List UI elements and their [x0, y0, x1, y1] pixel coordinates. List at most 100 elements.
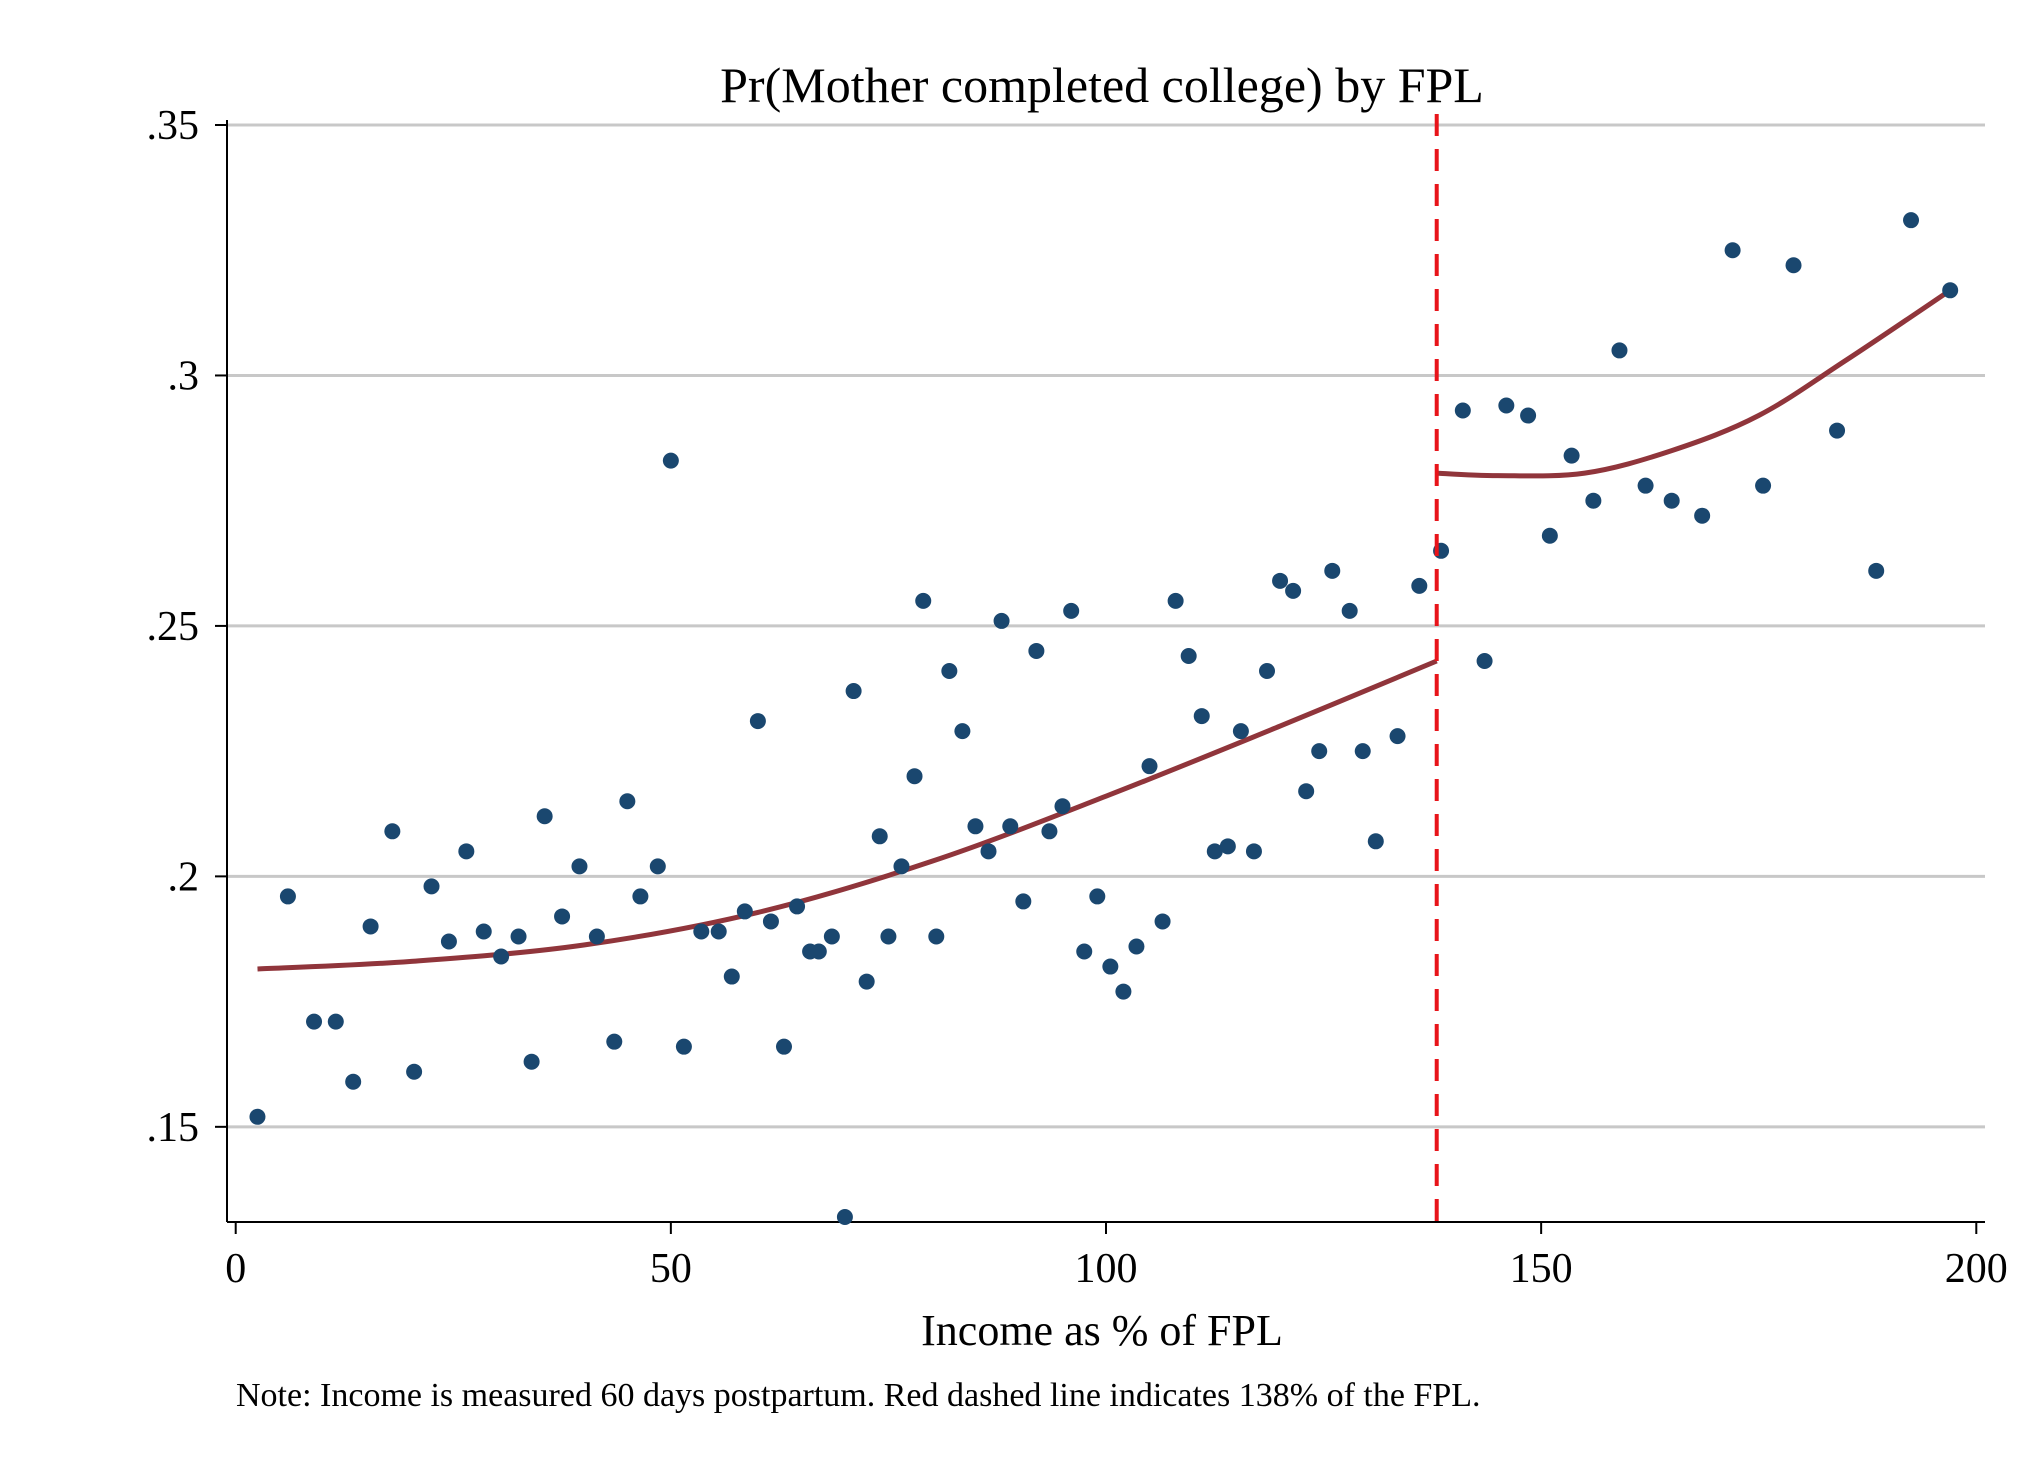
scatter-point — [1311, 743, 1328, 760]
scatter-point — [1128, 938, 1145, 955]
y-tick-label: .2 — [168, 854, 200, 900]
y-tick-label: .25 — [147, 604, 200, 650]
scatter-point — [789, 898, 806, 915]
scatter-point — [1180, 647, 1197, 664]
scatter-point — [762, 913, 779, 930]
scatter-point — [536, 808, 553, 825]
scatter-point — [1154, 913, 1171, 930]
fit-lines — [257, 288, 1952, 972]
scatter-point — [1663, 492, 1680, 509]
scatter-point — [1259, 663, 1276, 679]
scatter-point — [845, 683, 862, 700]
x-tick-label: 100 — [1075, 1246, 1138, 1292]
scatter-point — [1089, 888, 1106, 905]
scatter-point — [836, 1208, 853, 1225]
scatter-point — [736, 903, 753, 920]
scatter-point — [606, 1033, 623, 1050]
scatter-point — [858, 973, 875, 990]
scatter-point — [810, 943, 827, 960]
scatter-point — [1015, 893, 1032, 910]
x-tick-label: 50 — [650, 1246, 692, 1292]
scatter-point — [1054, 798, 1071, 815]
y-tick-label: .3 — [168, 353, 200, 399]
scatter-point — [941, 663, 958, 679]
scatter-point — [1637, 477, 1654, 494]
scatter-point — [1942, 282, 1959, 299]
scatter-point — [893, 858, 910, 875]
scatter-point — [693, 923, 710, 940]
scatter-point — [775, 1038, 792, 1055]
scatter-point — [1411, 577, 1428, 594]
scatter-point — [384, 823, 401, 840]
scatter-point — [1167, 592, 1184, 609]
scatter-point — [1694, 507, 1711, 524]
scatter-point — [1245, 843, 1262, 860]
scatter-point — [662, 452, 679, 469]
scatter-point — [1498, 397, 1515, 414]
scatter-point — [906, 768, 923, 785]
scatter-point — [327, 1013, 344, 1030]
chart-note: Note: Income is measured 60 days postpar… — [236, 1377, 1481, 1414]
scatter-point — [362, 918, 379, 935]
scatter-point — [1285, 582, 1302, 599]
scatter-point — [1141, 758, 1158, 775]
scatter-point — [1219, 838, 1236, 855]
scatter-point — [967, 818, 984, 835]
scatter-point — [1324, 562, 1341, 579]
scatter-point — [632, 888, 649, 905]
scatter-point — [723, 968, 740, 985]
fit-line-left — [257, 658, 1438, 972]
scatter-point — [710, 923, 727, 940]
scatter-point — [279, 888, 296, 905]
x-axis-label: Income as % of FPL — [921, 1306, 1283, 1355]
scatter-point — [1272, 572, 1289, 589]
scatter-point — [880, 928, 897, 945]
scatter-point — [249, 1108, 266, 1125]
scatter-point — [1389, 728, 1406, 745]
scatter-point — [1028, 642, 1045, 659]
x-tick-label: 0 — [225, 1246, 246, 1292]
scatter-point — [619, 793, 636, 810]
scatter-point — [649, 858, 666, 875]
y-tick-label: .35 — [147, 103, 200, 149]
scatter-point — [1102, 958, 1119, 975]
scatter-point — [871, 828, 888, 845]
scatter-point — [928, 928, 945, 945]
scatter-point — [1755, 477, 1772, 494]
scatter-point — [1541, 527, 1558, 544]
scatter-point — [1868, 562, 1885, 579]
scatter-point — [749, 713, 766, 730]
scatter-point — [1002, 818, 1019, 835]
scatter-point — [1367, 833, 1384, 850]
scatter-point — [554, 908, 571, 925]
scatter-point — [1115, 983, 1132, 1000]
scatter-point — [510, 928, 527, 945]
scatter-point — [954, 723, 971, 740]
y-tick-label: .15 — [147, 1105, 200, 1151]
fit-line-right — [1436, 288, 1952, 479]
scatter-point — [1354, 743, 1371, 760]
scatter-point — [993, 612, 1010, 629]
scatter-point — [1785, 257, 1802, 274]
scatter-point — [345, 1073, 362, 1090]
data-points — [249, 212, 1959, 1225]
scatter-point — [1476, 652, 1493, 669]
scatter-point — [1724, 242, 1741, 259]
scatter-point — [1076, 943, 1093, 960]
scatter-point — [588, 928, 605, 945]
scatter-point — [571, 858, 588, 875]
scatter-point — [1585, 492, 1602, 509]
scatter-point — [458, 843, 475, 860]
scatter-point — [1829, 422, 1846, 439]
scatter-point — [1298, 783, 1315, 800]
scatter-point — [1563, 447, 1580, 464]
scatter-point — [915, 592, 932, 609]
scatter-point — [1903, 212, 1920, 229]
x-tick-label: 150 — [1510, 1246, 1573, 1292]
scatter-point — [1041, 823, 1058, 840]
scatter-point — [980, 843, 997, 860]
scatter-point — [1520, 407, 1537, 424]
chart-title: Pr(Mother completed college) by FPL — [720, 57, 1484, 113]
